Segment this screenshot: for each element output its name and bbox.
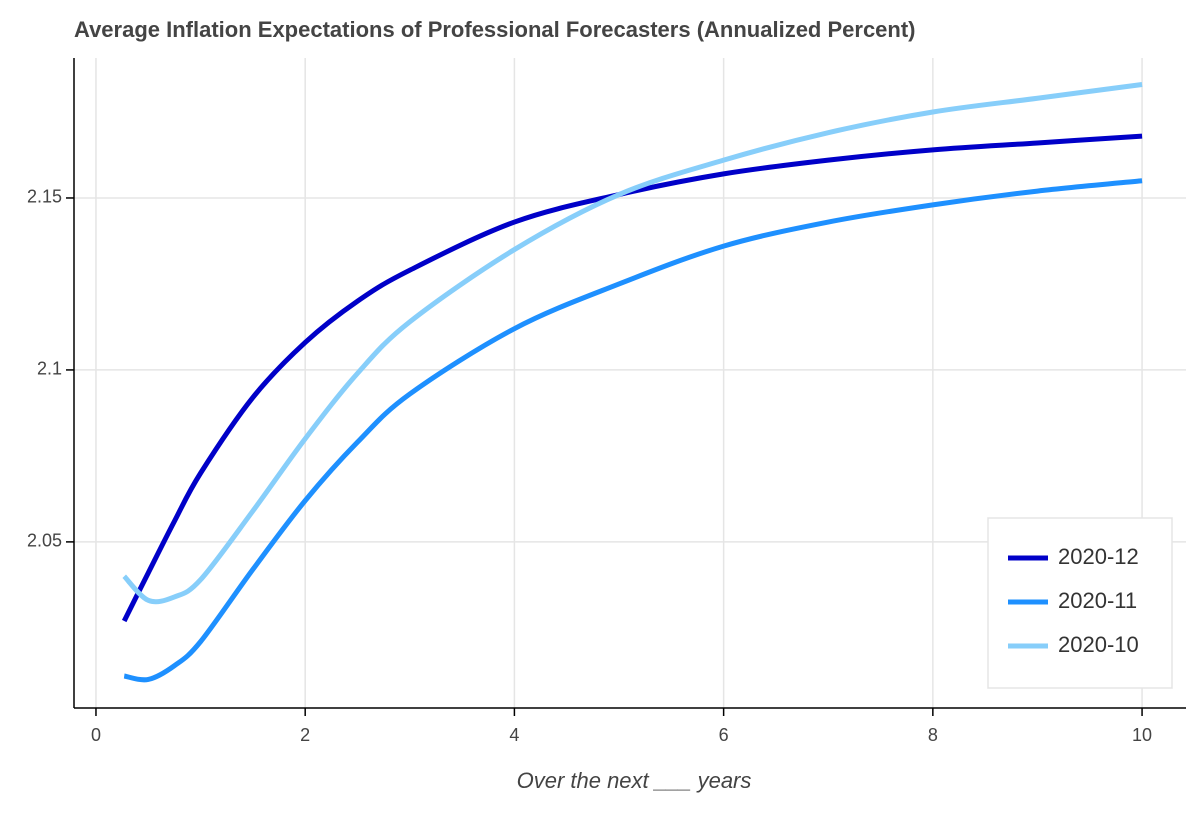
x-tick-label: 2 [300, 725, 310, 745]
legend-label: 2020-10 [1058, 632, 1139, 657]
chart-title: Average Inflation Expectations of Profes… [74, 17, 916, 42]
y-tick-label: 2.15 [27, 187, 62, 207]
x-axis-label: Over the next ___ years [517, 768, 752, 793]
x-tick-label: 6 [719, 725, 729, 745]
line [123, 178, 1143, 683]
x-tick-label: 10 [1132, 725, 1152, 745]
x-tick-label: 8 [928, 725, 938, 745]
line [121, 133, 1143, 623]
x-tick-label: 4 [509, 725, 519, 745]
legend-label: 2020-12 [1058, 544, 1139, 569]
line [122, 82, 1143, 605]
x-tick-label: 0 [91, 725, 101, 745]
y-tick-label: 2.1 [37, 359, 62, 379]
legend-label: 2020-11 [1058, 588, 1137, 613]
y-tick-label: 2.05 [27, 531, 62, 551]
